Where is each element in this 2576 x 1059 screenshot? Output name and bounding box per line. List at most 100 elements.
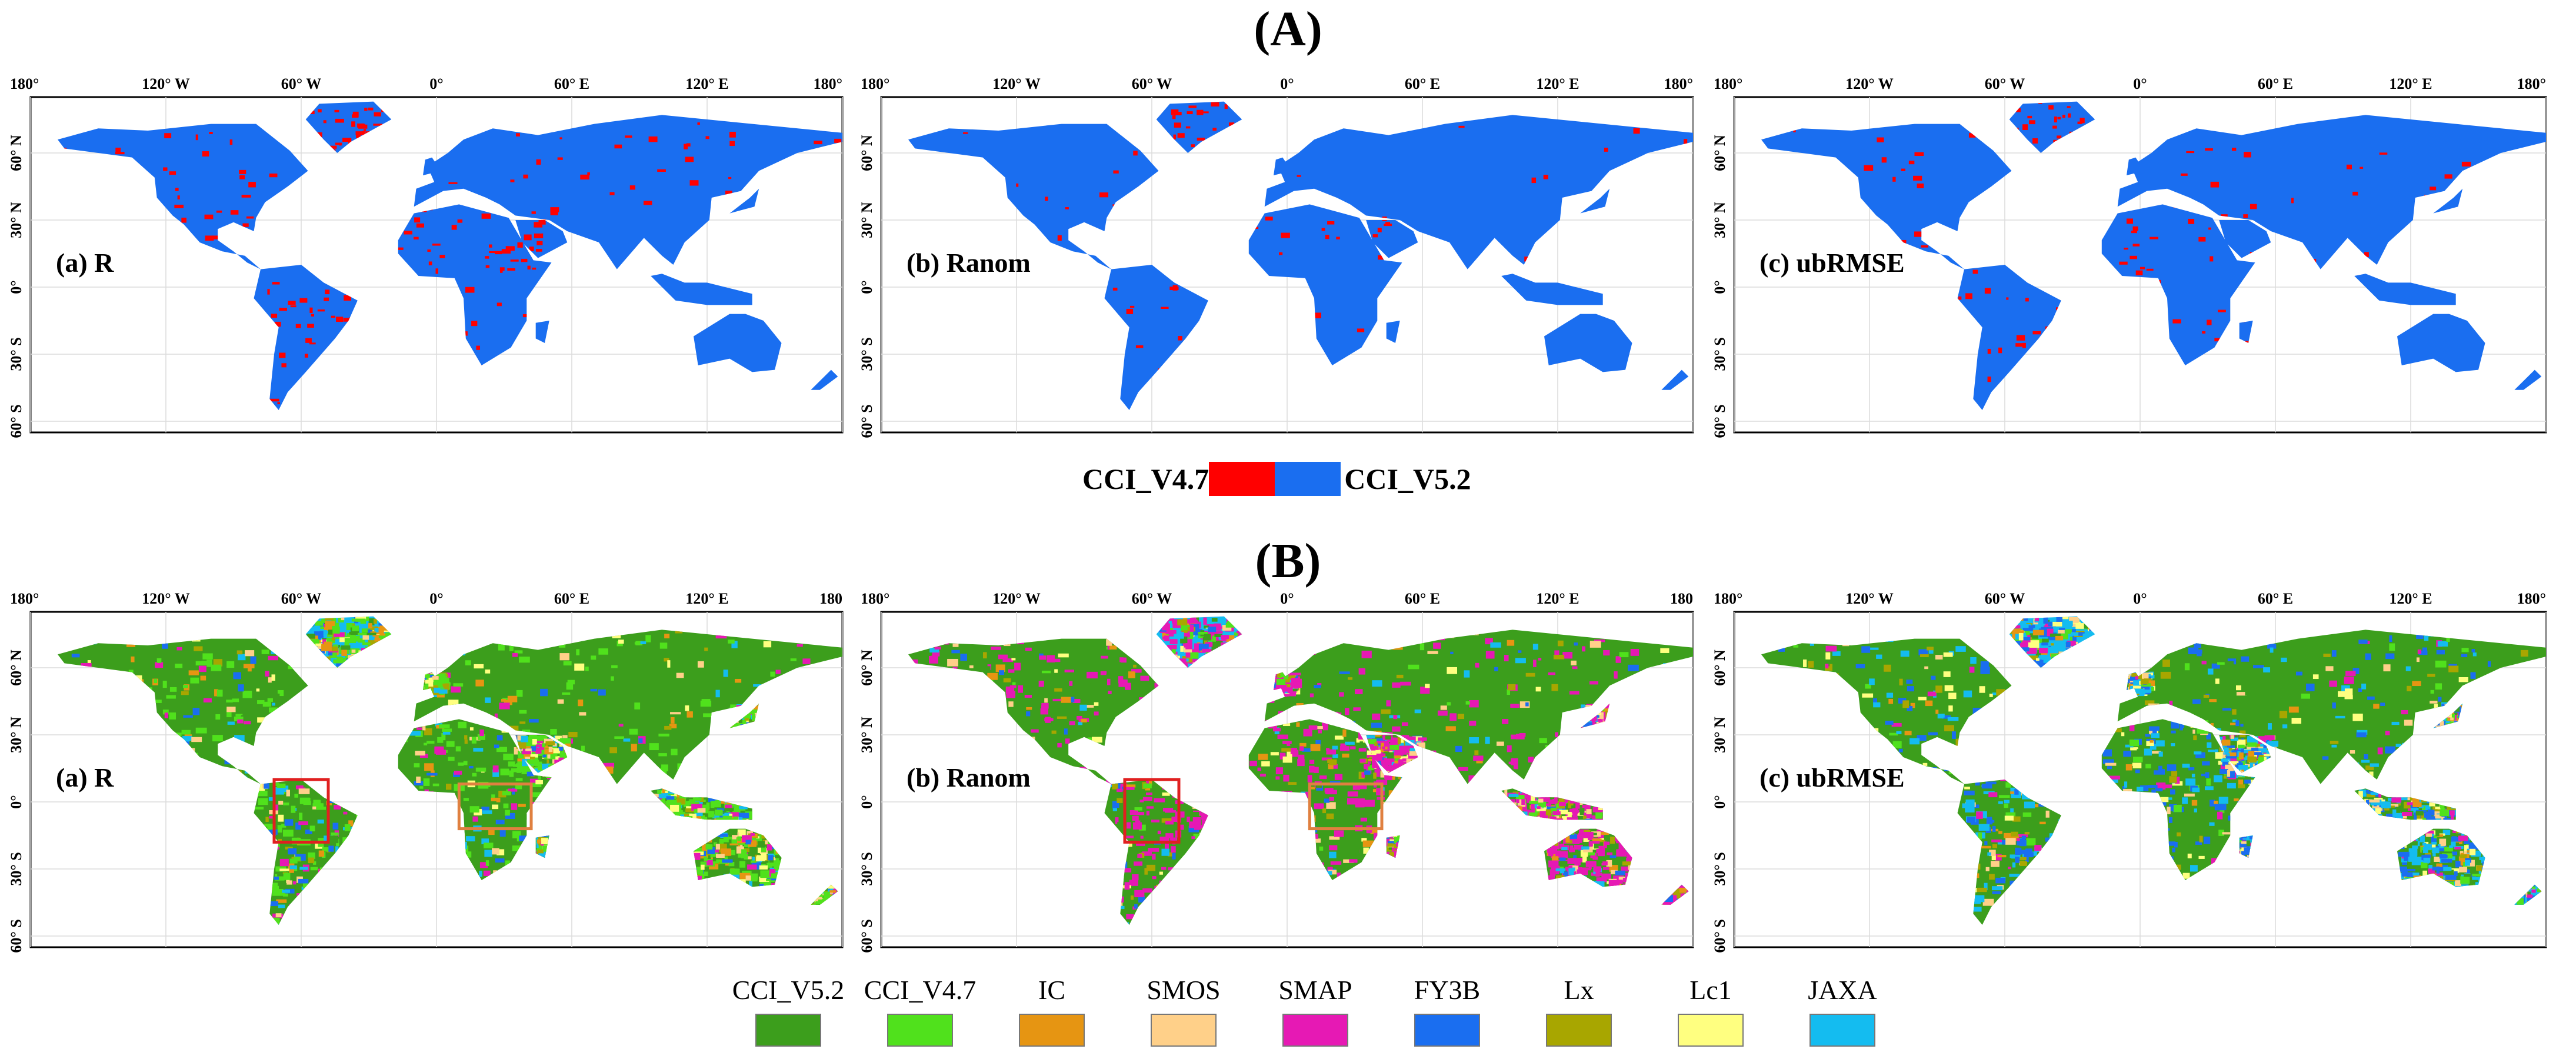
v47-patch — [1057, 235, 1062, 241]
product-patch — [329, 835, 339, 844]
product-patch — [473, 748, 484, 752]
v47-patch — [1161, 307, 1169, 309]
product-patch — [1590, 852, 1597, 858]
product-patch — [1510, 704, 1519, 708]
product-patch — [351, 618, 359, 622]
product-patch — [1151, 820, 1160, 822]
product-patch — [669, 724, 677, 729]
product-patch — [1569, 850, 1572, 852]
product-patch — [537, 849, 544, 853]
product-patch — [446, 765, 456, 769]
product-patch — [501, 787, 506, 791]
product-patch — [1211, 640, 1223, 647]
v47-patch — [1958, 296, 1962, 300]
product-patch — [1112, 808, 1117, 811]
product-patch — [542, 742, 545, 748]
v47-patch — [609, 192, 615, 195]
product-patch — [565, 742, 571, 749]
product-patch — [511, 768, 522, 772]
product-patch — [1112, 801, 1119, 809]
product-patch — [562, 692, 571, 695]
product-patch — [309, 639, 319, 644]
product-patch — [702, 804, 707, 808]
product-patch — [664, 634, 670, 639]
v47-patch — [1972, 269, 1978, 274]
product-patch — [331, 622, 339, 627]
product-patch — [1557, 864, 1564, 871]
product-patch — [308, 852, 315, 859]
product-patch — [422, 723, 426, 731]
landmass-indonesia — [1501, 274, 1603, 305]
product-patch — [1572, 812, 1578, 818]
v47-patch — [963, 132, 968, 134]
v47-patch — [1172, 285, 1178, 291]
product-patch — [488, 827, 495, 835]
product-patch — [539, 735, 548, 740]
product-patch — [1162, 632, 1166, 640]
product-patch — [952, 643, 959, 647]
product-patch — [232, 698, 239, 702]
product-patch — [283, 830, 294, 837]
product-patch — [272, 883, 278, 888]
product-patch — [295, 785, 304, 790]
product-patch — [1610, 870, 1618, 875]
product-patch — [529, 757, 535, 760]
product-patch — [1131, 668, 1142, 673]
product-patch — [469, 806, 479, 813]
product-patch — [426, 674, 430, 681]
lon-tick-label: 120° W — [1845, 75, 1893, 92]
product-patch — [734, 804, 739, 811]
panel-label: (b) Ranom — [907, 248, 1031, 278]
product-patch — [1117, 798, 1123, 803]
v47-patch — [246, 216, 254, 219]
product-patch — [535, 748, 542, 754]
product-patch — [658, 733, 669, 737]
product-patch — [1201, 812, 1208, 820]
product-patch — [216, 690, 223, 697]
product-patch — [1165, 833, 1174, 838]
product-patch — [1287, 743, 1291, 747]
v47-patch — [2132, 226, 2138, 231]
product-patch — [742, 835, 752, 842]
v47-patch — [1987, 348, 1991, 354]
v47-patch — [212, 235, 220, 239]
product-patch — [499, 830, 506, 837]
product-patch — [1148, 848, 1159, 852]
product-patch — [705, 844, 713, 850]
v47-patch — [521, 258, 528, 262]
lat-tick-label: 30° S — [8, 337, 25, 371]
product-patch — [1312, 775, 1316, 782]
v47-patch — [536, 249, 542, 252]
product-patch — [559, 747, 564, 751]
product-patch — [272, 885, 279, 891]
product-patch — [753, 684, 762, 687]
product-patch — [208, 720, 214, 727]
v47-patch — [2067, 106, 2071, 108]
product-patch — [1078, 721, 1083, 725]
product-patch — [472, 816, 478, 822]
section-b-title: (B) — [1255, 534, 1321, 588]
lon-tick-label: 60° W — [1985, 75, 2025, 92]
product-patch — [694, 852, 701, 860]
product-patch — [1057, 716, 1067, 719]
product-patch — [531, 737, 539, 741]
product-patch — [1565, 865, 1573, 871]
product-patch — [1538, 658, 1542, 661]
product-patch — [939, 665, 945, 668]
product-patch — [184, 734, 192, 738]
v47-patch — [342, 138, 352, 142]
product-patch — [446, 784, 452, 790]
product-patch — [496, 735, 503, 741]
product-patch — [471, 737, 476, 744]
landmass-africa — [1248, 204, 1402, 365]
product-patch — [154, 679, 158, 684]
product-patch — [1261, 761, 1270, 767]
product-patch — [504, 700, 512, 705]
product-patch — [1445, 726, 1456, 731]
product-patch — [285, 847, 293, 850]
product-patch — [1374, 770, 1380, 777]
v47-patch — [324, 297, 329, 301]
product-patch — [284, 872, 291, 880]
product-patch — [1044, 698, 1048, 703]
product-patch — [1548, 852, 1554, 857]
